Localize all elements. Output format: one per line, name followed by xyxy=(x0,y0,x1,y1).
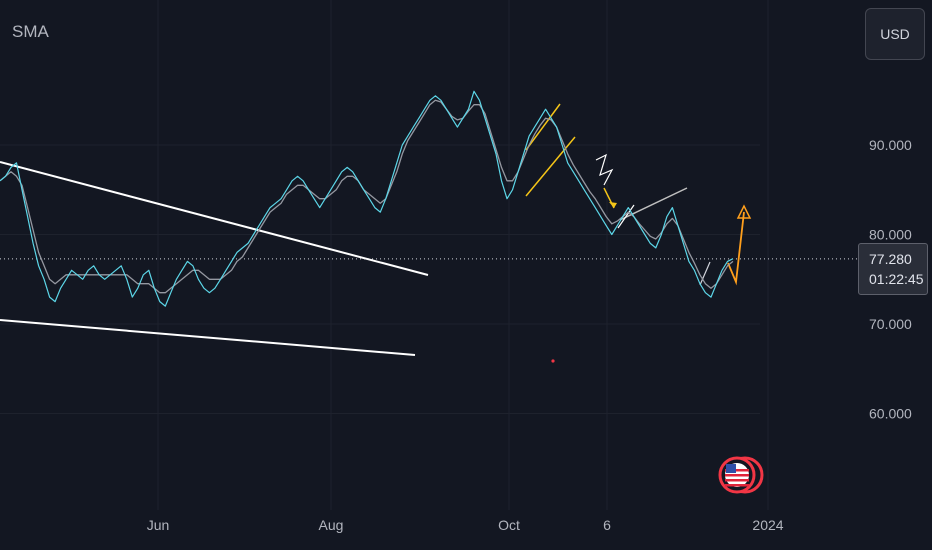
lower-trendline xyxy=(0,319,416,356)
flag-stripe xyxy=(725,484,749,487)
flag-stripe xyxy=(725,469,749,472)
flag-stripe xyxy=(725,474,749,477)
series-layer xyxy=(0,90,734,307)
channel-upper xyxy=(525,103,561,151)
chart-grid xyxy=(0,0,858,510)
y-tick-label: 60.000 xyxy=(869,406,912,422)
y-tick-label: 90.000 xyxy=(869,137,912,153)
sma-series-line xyxy=(0,99,734,294)
x-tick-label: Jun xyxy=(147,517,170,533)
x-tick-label: 2024 xyxy=(752,517,783,533)
current-price-tag: 77.280 01:22:45 xyxy=(858,243,928,295)
time-axis: Jun Aug Oct 6 2024 xyxy=(147,517,784,533)
bar-countdown: 01:22:45 xyxy=(869,271,924,287)
flag-stripe xyxy=(725,479,749,482)
x-tick-label: Oct xyxy=(498,517,520,533)
small-wedge xyxy=(617,204,635,229)
zigzag-white xyxy=(595,153,614,186)
x-tick-label: Aug xyxy=(319,517,344,533)
projection-arrowhead xyxy=(736,204,752,219)
price-axis: 90.000 80.000 70.000 60.000 xyxy=(869,137,912,422)
small-line xyxy=(699,261,711,286)
resistance-line xyxy=(619,187,688,221)
upper-trendline xyxy=(0,161,429,276)
zigzag-arrowhead xyxy=(609,202,617,208)
marker-dot xyxy=(551,359,555,363)
us-flag-event-icon xyxy=(718,456,764,494)
y-tick-label: 80.000 xyxy=(869,227,912,243)
y-tick-label: 70.000 xyxy=(869,316,912,332)
channel-lower xyxy=(525,136,576,197)
projection-path xyxy=(727,211,745,286)
indicator-label[interactable]: SMA xyxy=(12,22,49,41)
price-series-line xyxy=(0,90,734,307)
currency-button[interactable]: USD xyxy=(865,8,925,60)
current-price-value: 77.280 xyxy=(869,251,912,267)
flag-canton xyxy=(726,464,736,473)
x-tick-label: 6 xyxy=(603,517,611,533)
